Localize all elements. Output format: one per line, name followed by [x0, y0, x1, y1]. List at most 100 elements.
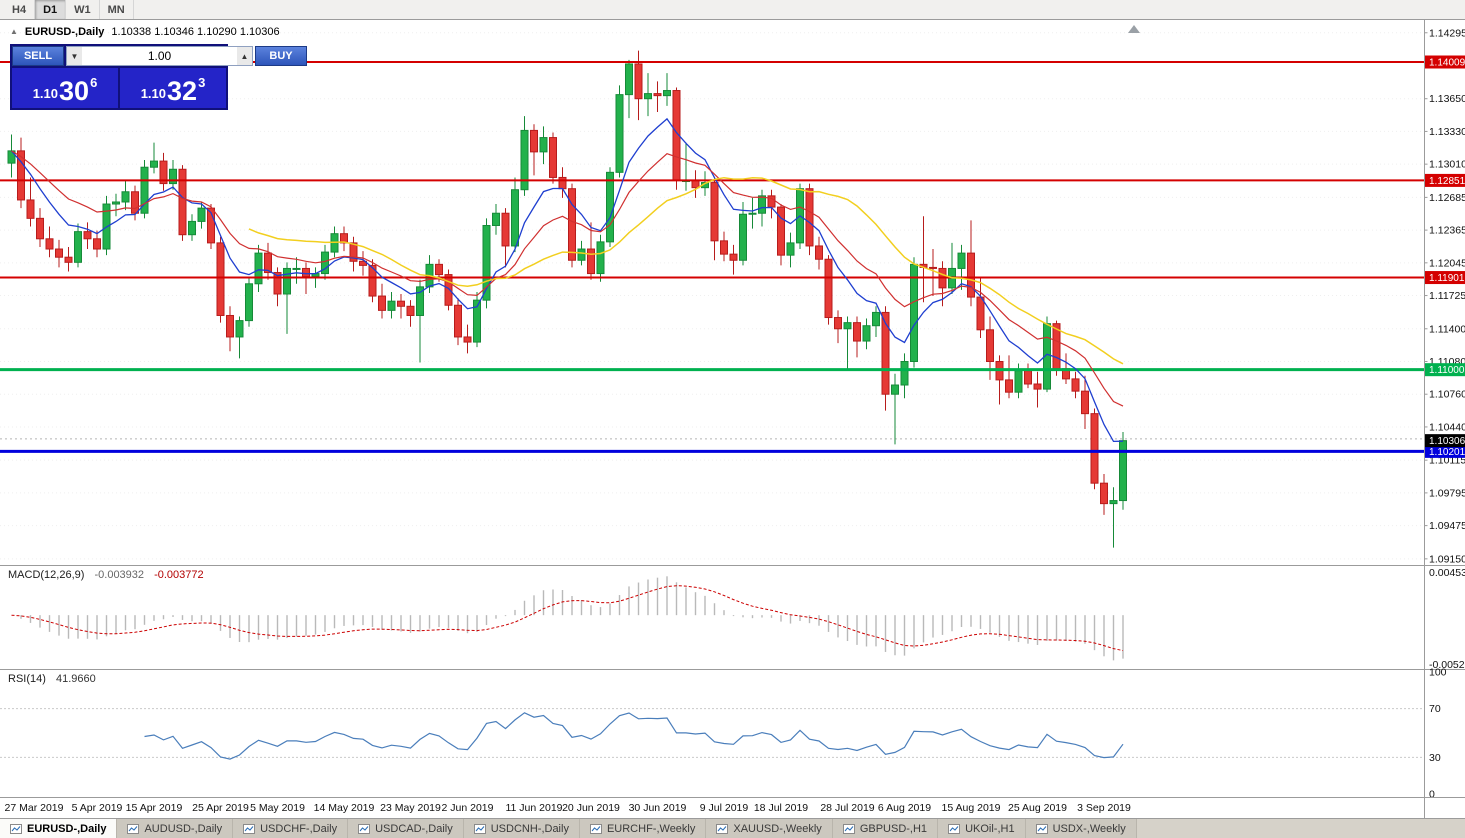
tab-audusd-daily[interactable]: AUDUSD-,Daily [117, 819, 234, 838]
date-label: 11 Jun 2019 [505, 802, 562, 814]
axis-label: 1.09475 [1429, 520, 1465, 532]
candle [216, 242, 225, 316]
candle [1081, 390, 1089, 415]
candle [691, 180, 700, 189]
candle [758, 195, 766, 214]
macd-indicator-label: MACD(12,26,9) -0.003932 -0.003772 [8, 569, 204, 581]
buy-price-display[interactable]: 1.10 32 3 [120, 68, 226, 108]
candle [739, 213, 747, 261]
tab-label: EURUSD-,Daily [27, 822, 107, 835]
chart-icon [1035, 823, 1048, 834]
timeframe-button-h4[interactable]: H4 [4, 0, 36, 19]
candle [26, 199, 35, 219]
candle [435, 263, 443, 276]
chart-icon [358, 823, 371, 834]
buy-price-pips: 32 [167, 76, 198, 106]
tab-label: EURCHF-,Weekly [606, 822, 696, 835]
rsi-axis-label: 0 [1429, 789, 1435, 801]
macd-axis-label: -0.005205 [1429, 659, 1465, 671]
date-label: 25 Apr 2019 [192, 802, 249, 814]
candle [501, 212, 510, 247]
candle [74, 231, 82, 263]
axis-label: 1.14295 [1429, 27, 1465, 39]
volume-input[interactable] [82, 47, 237, 65]
candle [511, 189, 519, 247]
chart-canvas[interactable]: 1.14295 1.13650 1.13330 1.13010 1.12685 1.123… [0, 20, 1465, 818]
buy-price-prefix: 1.10 [140, 86, 167, 101]
date-label: 9 Jul 2019 [700, 802, 749, 814]
rsi-axis-label: 30 [1429, 752, 1441, 764]
macd-axis-label: 0.004536 [1429, 567, 1465, 579]
tab-eurusd-daily[interactable]: EURUSD-,Daily [0, 819, 118, 838]
level-price-label: 1.10201 [1429, 447, 1465, 458]
date-label: 14 May 2019 [314, 802, 375, 814]
volume-increase-button[interactable]: ▲ [237, 47, 252, 65]
tab-usdcad-daily[interactable]: USDCAD-,Daily [348, 819, 464, 838]
candle [834, 317, 842, 330]
symbol-name: EURUSD-,Daily [24, 26, 105, 38]
candle [406, 305, 415, 316]
tab-usdx-weekly[interactable]: USDX-,Weekly [1025, 819, 1137, 838]
tab-ukoil-h1[interactable]: UKOil-,H1 [938, 819, 1026, 838]
axis-label: 1.10440 [1429, 421, 1465, 433]
candle [1119, 440, 1127, 502]
candle [473, 299, 481, 343]
date-label: 5 May 2019 [250, 802, 305, 814]
tab-eurchf-weekly[interactable]: EURCHF-,Weekly [579, 819, 707, 838]
date-label: 25 Aug 2019 [1008, 802, 1067, 814]
candle [169, 168, 177, 185]
rsi-value: 41.9660 [55, 673, 96, 685]
tab-label: AUDUSD-,Daily [144, 822, 223, 835]
volume-decrease-button[interactable]: ▼ [67, 47, 82, 65]
candle [112, 201, 120, 205]
tab-usdchf-daily[interactable]: USDCHF-,Daily [233, 819, 349, 838]
sell-button[interactable]: SELL [12, 46, 64, 66]
axis-label: 1.13330 [1429, 126, 1465, 138]
buy-price-point: 3 [198, 75, 206, 90]
candle [131, 191, 139, 214]
axis-label: 1.09150 [1429, 553, 1465, 565]
candle [17, 150, 25, 201]
tab-usdcnh-daily[interactable]: USDCNH-,Daily [463, 819, 580, 838]
candle [663, 90, 671, 97]
candle [245, 283, 253, 322]
candle [140, 166, 149, 214]
candle [36, 217, 44, 240]
candle [482, 225, 491, 301]
one-click-collapse-button[interactable]: ▲ [10, 27, 18, 36]
candle [178, 168, 187, 236]
axis-label: 1.12045 [1429, 257, 1465, 269]
timeframe-toolbar: H4 D1 W1 MN [0, 0, 1465, 20]
level-price-label: 1.14009 [1429, 58, 1465, 69]
timeframe-button-d1[interactable]: D1 [35, 0, 67, 19]
tab-label: UKOil-,H1 [965, 822, 1015, 835]
tab-gbpusd-h1[interactable]: GBPUSD-,H1 [832, 819, 939, 838]
candle [492, 212, 500, 227]
candle [197, 207, 206, 222]
timeframe-button-mn[interactable]: MN [100, 0, 134, 19]
candle [957, 252, 966, 269]
sell-price-display[interactable]: 1.10 30 6 [12, 68, 118, 108]
candle [235, 320, 244, 338]
axis-label: 1.12685 [1429, 192, 1465, 204]
candle [900, 360, 909, 386]
date-label: 15 Aug 2019 [942, 802, 1001, 814]
price-axis[interactable] [1425, 20, 1465, 798]
candle [55, 248, 63, 258]
candle [596, 241, 605, 275]
candle [188, 220, 196, 236]
tab-xauusd-weekly[interactable]: XAUUSD-,Weekly [706, 819, 833, 838]
rsi-axis-label: 70 [1429, 703, 1441, 715]
chart-shift-marker[interactable] [1128, 25, 1140, 33]
chart-icon [589, 823, 602, 834]
timeframe-button-w1[interactable]: W1 [66, 0, 100, 19]
buy-button[interactable]: BUY [255, 46, 307, 66]
axis-label: 1.13650 [1429, 93, 1465, 105]
axis-label: 1.10760 [1429, 389, 1465, 401]
chart-ohlc-header: ▲ EURUSD-,Daily 1.10338 1.10346 1.10290 … [10, 26, 280, 38]
date-label: 15 Apr 2019 [126, 802, 183, 814]
candle [83, 231, 92, 240]
candle [454, 304, 462, 338]
time-axis[interactable] [0, 798, 1424, 818]
chart-icon [127, 823, 140, 834]
